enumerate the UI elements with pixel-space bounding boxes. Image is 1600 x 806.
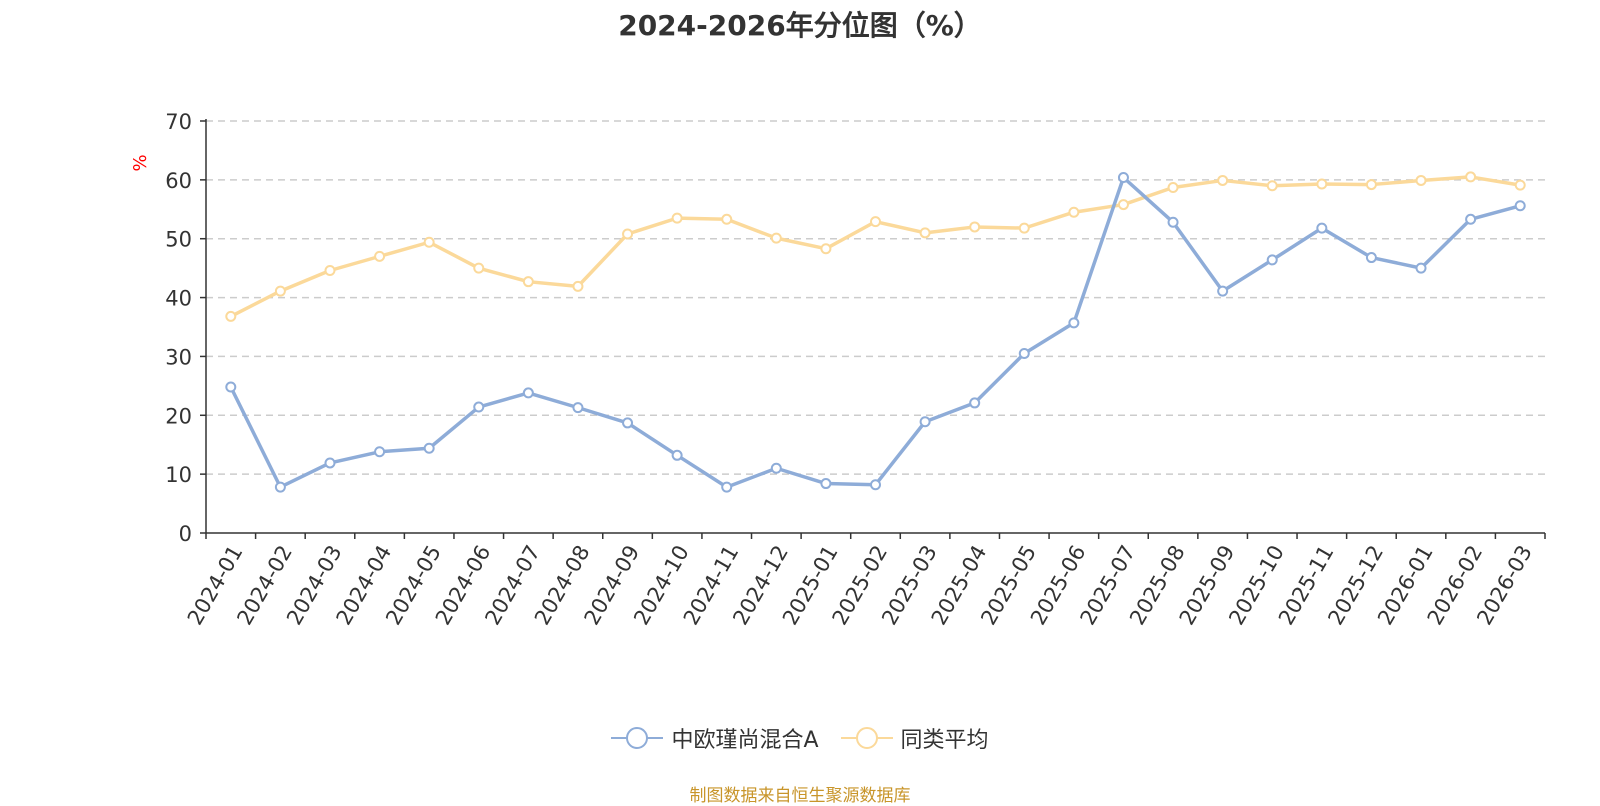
data-point[interactable] [225, 310, 237, 322]
y-tick-label: 60 [165, 169, 192, 193]
data-point[interactable] [671, 212, 683, 224]
data-point[interactable] [870, 479, 881, 491]
data-point[interactable] [919, 416, 931, 428]
data-point[interactable] [1316, 178, 1328, 190]
data-point[interactable] [522, 276, 534, 288]
data-point[interactable] [1465, 171, 1477, 183]
data-point[interactable] [225, 381, 237, 393]
data-point[interactable] [1514, 200, 1526, 212]
data-point[interactable] [374, 446, 386, 458]
data-point[interactable] [969, 397, 981, 409]
legend-marker-series-a [611, 727, 664, 749]
data-point[interactable] [274, 481, 286, 493]
series-layer [225, 171, 1526, 493]
chart-title: 2024-2026年分位图（%） [618, 9, 982, 42]
grid-lines [206, 120, 1545, 475]
data-point[interactable] [572, 280, 584, 292]
y-tick-label: 20 [165, 404, 192, 428]
legend-item-series-a[interactable]: 中欧瑾尚混合A [611, 722, 819, 754]
data-point[interactable] [1117, 172, 1129, 184]
data-point[interactable] [622, 417, 634, 429]
series-b [225, 171, 1526, 322]
data-point[interactable] [721, 213, 733, 225]
legend-marker-series-b [840, 727, 893, 749]
data-point[interactable] [1514, 179, 1526, 191]
data-point[interactable] [1365, 179, 1377, 191]
y-tick-label: 0 [179, 522, 192, 546]
data-point[interactable] [572, 402, 584, 414]
series-line [229, 175, 1522, 319]
legend-item-series-b[interactable]: 同类平均 [840, 722, 989, 754]
data-point[interactable] [770, 232, 782, 244]
data-point[interactable] [870, 216, 881, 228]
data-point[interactable] [522, 387, 534, 399]
y-axis-unit-label: % [130, 154, 151, 171]
data-point[interactable] [1316, 222, 1328, 234]
y-tick-label: 70 [165, 110, 192, 134]
legend: 中欧瑾尚混合A 同类平均 [0, 722, 1600, 754]
data-point[interactable] [721, 481, 733, 493]
y-tick-label: 40 [165, 287, 192, 311]
data-point[interactable] [969, 221, 981, 233]
data-point[interactable] [919, 227, 931, 239]
data-point[interactable] [1266, 254, 1278, 266]
data-point[interactable] [1117, 199, 1129, 211]
data-point[interactable] [1018, 347, 1030, 359]
data-point[interactable] [1415, 262, 1427, 274]
y-tick-label: 10 [165, 463, 192, 487]
legend-label-series-a: 中欧瑾尚混合A [671, 728, 819, 753]
data-point[interactable] [622, 228, 634, 240]
data-point[interactable] [1167, 182, 1179, 194]
y-tick-label: 50 [165, 228, 192, 252]
legend-label-series-b: 同类平均 [900, 728, 989, 753]
data-point[interactable] [1068, 206, 1080, 218]
data-point[interactable] [820, 478, 832, 490]
y-tick-label: 30 [165, 345, 192, 369]
data-point[interactable] [1217, 174, 1229, 186]
data-point[interactable] [274, 285, 286, 297]
data-point[interactable] [473, 262, 485, 274]
data-point[interactable] [324, 264, 336, 276]
data-point[interactable] [671, 449, 683, 461]
axes: 0102030405060702024-012024-022024-032024… [165, 110, 1546, 629]
data-point[interactable] [423, 442, 435, 454]
data-point[interactable] [770, 462, 782, 474]
data-point[interactable] [1018, 222, 1030, 234]
data-point[interactable] [473, 401, 485, 413]
data-point[interactable] [1415, 174, 1427, 186]
data-point[interactable] [423, 236, 435, 248]
data-point[interactable] [1217, 285, 1229, 297]
series-a [225, 172, 1526, 493]
source-note: 制图数据来自恒生聚源数据库 [689, 786, 911, 806]
data-point[interactable] [324, 457, 336, 469]
data-point[interactable] [820, 243, 832, 255]
data-point[interactable] [374, 250, 386, 262]
data-point[interactable] [1167, 216, 1179, 228]
data-point[interactable] [1465, 213, 1477, 225]
data-point[interactable] [1068, 317, 1080, 329]
data-point[interactable] [1266, 180, 1278, 192]
data-point[interactable] [1365, 252, 1377, 264]
